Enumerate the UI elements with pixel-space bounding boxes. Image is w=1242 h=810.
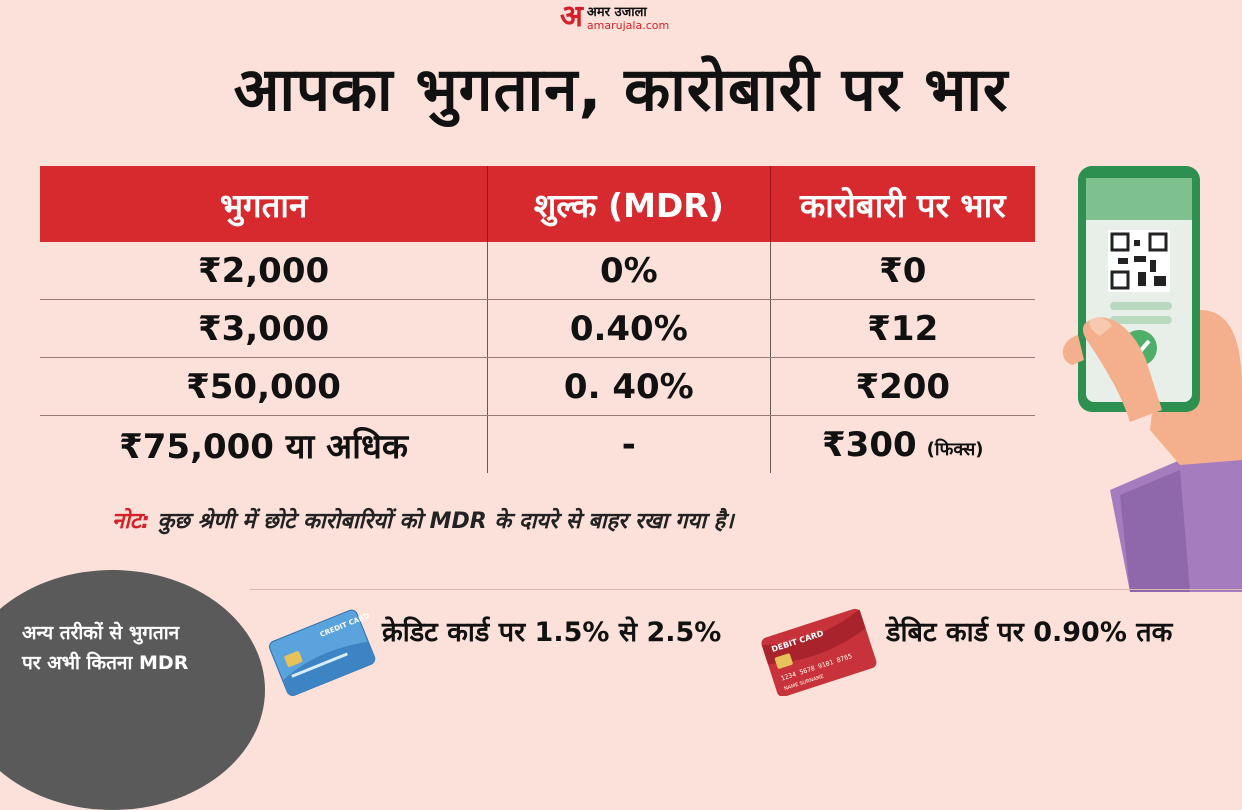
table-header: भुगतान शुल्क (MDR) कारोबारी पर भार — [40, 166, 1035, 242]
credit-card-mdr: क्रेडिट कार्ड पर 1.5% से 2.5% — [382, 617, 722, 648]
cell-fee: 0% — [487, 242, 769, 299]
note: नोट: कुछ श्रेणी में छोटे कारोबारियों को … — [112, 505, 734, 535]
table-row: ₹3,000 0.40% ₹12 — [40, 300, 1035, 358]
burden-value: ₹0 — [879, 250, 927, 291]
cell-payment: ₹75,000 या अधिक — [119, 426, 408, 467]
bubble-line-2: पर अभी कितना MDR — [22, 652, 189, 674]
credit-card-icon: CREDIT CARD — [268, 609, 376, 696]
phone-qr-payment-icon — [1062, 166, 1242, 592]
cell-fee: 0.40% — [487, 300, 769, 357]
cell-burden: ₹12 — [769, 300, 1035, 357]
note-text: कुछ श्रेणी में छोटे कारोबारियों को MDR क… — [157, 509, 734, 534]
table-row: ₹50,000 0. 40% ₹200 — [40, 358, 1035, 416]
logo-mark: अ — [560, 0, 583, 34]
debit-card-mdr: डेबिट कार्ड पर 0.90% तक — [886, 617, 1173, 648]
burden-value: ₹12 — [867, 308, 939, 349]
table-row: ₹75,000 या अधिक - ₹300 (फिक्स) — [40, 416, 1035, 473]
cell-payment: ₹2,000 — [197, 250, 330, 291]
header-payment: भुगतान — [219, 185, 308, 225]
logo-url: amarujala.com — [586, 19, 670, 32]
cell-burden: ₹300 (फिक्स) — [769, 416, 1035, 473]
debit-card-icon: DEBIT CARD 1234 5678 9101 8765 NAME SURN… — [761, 608, 877, 696]
bubble-text: अन्य तरीकों से भुगतान पर अभी कितना MDR — [22, 618, 232, 678]
mdr-table: भुगतान शुल्क (MDR) कारोबारी पर भार ₹2,00… — [40, 166, 1035, 473]
logo-name: अमर उजाला — [586, 5, 647, 20]
cell-fee: - — [487, 416, 769, 473]
note-label: नोट: — [112, 509, 150, 534]
divider — [250, 589, 1242, 590]
cell-burden: ₹0 — [769, 242, 1035, 299]
header-burden: कारोबारी पर भार — [769, 166, 1035, 242]
cell-burden: ₹200 — [769, 358, 1035, 415]
cell-payment: ₹50,000 — [186, 366, 341, 407]
table-row: ₹2,000 0% ₹0 — [40, 242, 1035, 300]
logo-text: अमर उजाला amarujala.com — [587, 6, 669, 32]
page-title: आपका भुगतान, कारोबारी पर भार — [233, 55, 1009, 125]
bubble-line-1: अन्य तरीकों से भुगतान — [22, 622, 180, 644]
cell-payment: ₹3,000 — [197, 308, 330, 349]
burden-value: ₹300 — [822, 424, 917, 465]
header-fee: शुल्क (MDR) — [487, 166, 769, 242]
info-bubble — [0, 570, 265, 810]
burden-value: ₹200 — [855, 366, 951, 407]
logo: अ अमर उजाला amarujala.com — [560, 0, 669, 34]
cell-fee: 0. 40% — [487, 358, 769, 415]
burden-note: (फिक्स) — [926, 438, 984, 460]
